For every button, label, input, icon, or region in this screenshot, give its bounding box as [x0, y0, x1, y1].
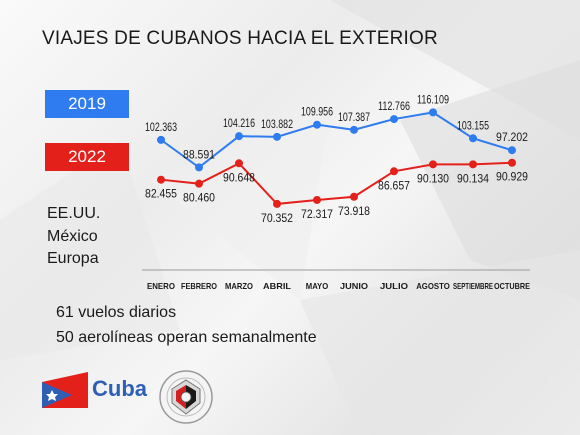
data-point-2022: [273, 199, 281, 208]
data-label-2022: 80.460: [183, 191, 215, 205]
x-tick-label: AGOSTO: [416, 281, 450, 291]
chart-title: VIAJES DE CUBANOS HACIA EL EXTERIOR: [42, 28, 438, 49]
data-point-2019: [508, 146, 516, 155]
data-label-2019: 103.882: [261, 117, 293, 131]
x-tick-label: MAYO: [306, 281, 329, 291]
destination-europe: Europa: [47, 250, 99, 267]
data-label-2022: 70.352: [261, 211, 293, 225]
x-tick-label: ABRIL: [263, 281, 291, 291]
destination-usa: EE.UU.: [47, 205, 101, 222]
x-tick-label: FEBRERO: [181, 281, 217, 291]
data-point-2022: [195, 179, 203, 188]
data-point-2022: [390, 167, 398, 176]
data-point-2019: [429, 108, 437, 117]
data-label-2022: 82.455: [145, 187, 177, 201]
x-tick-label: ENERO: [147, 281, 175, 291]
data-label-2022: 72.317: [301, 207, 333, 221]
stat-flights: 61 vuelos diarios: [56, 304, 177, 321]
data-point-2019: [235, 132, 243, 141]
x-tick-label: JULIO: [380, 281, 408, 291]
data-label-2022: 73.918: [338, 204, 370, 218]
legend-2022: 2022: [45, 143, 129, 171]
data-point-2022: [508, 158, 516, 167]
data-point-2022: [469, 160, 477, 169]
data-label-2022: 90.130: [417, 171, 449, 185]
data-point-2022: [157, 175, 165, 184]
data-label-2019: 88.591: [183, 147, 215, 161]
data-point-2022: [350, 192, 358, 201]
data-label-2019: 112.766: [378, 99, 410, 113]
data-point-2019: [313, 120, 321, 129]
data-label-2022: 90.648: [223, 170, 255, 184]
data-point-2019: [273, 132, 281, 141]
data-label-2019: 107.387: [338, 110, 370, 124]
x-tick-label: OCTUBRE: [494, 281, 530, 291]
x-tick-label: SEPTIEMBRE: [453, 281, 493, 291]
data-label-2022: 90.929: [496, 170, 528, 184]
data-point-2019: [195, 163, 203, 172]
ministry-seal-icon: [159, 370, 213, 424]
data-label-2019: 104.216: [223, 116, 255, 130]
data-label-2019: 116.109: [417, 92, 449, 106]
series-line-2019: [160, 111, 513, 169]
data-label-2019: 97.202: [496, 130, 528, 144]
data-point-2022: [313, 195, 321, 204]
destination-mexico: México: [47, 228, 98, 245]
data-point-2019: [157, 135, 165, 144]
data-label-2022: 90.134: [457, 171, 489, 185]
data-label-2019: 109.956: [301, 105, 333, 119]
cuba-logo-text: Cuba: [92, 376, 147, 401]
stat-airlines: 50 aerolíneas operan semanalmente: [56, 329, 317, 346]
data-label-2022: 86.657: [378, 178, 410, 192]
series-line-2022: [160, 161, 513, 205]
legend-2019: 2019: [45, 90, 129, 118]
data-point-2022: [235, 159, 243, 168]
cuba-flag-logo: [42, 372, 88, 408]
x-tick-label: MARZO: [225, 281, 253, 291]
data-label-2019: 102.363: [145, 120, 177, 134]
x-tick-label: JUNIO: [340, 281, 368, 291]
data-point-2019: [350, 125, 358, 134]
data-point-2022: [429, 160, 437, 169]
data-point-2019: [469, 134, 477, 143]
data-point-2019: [390, 115, 398, 124]
data-label-2019: 103.155: [457, 118, 489, 132]
